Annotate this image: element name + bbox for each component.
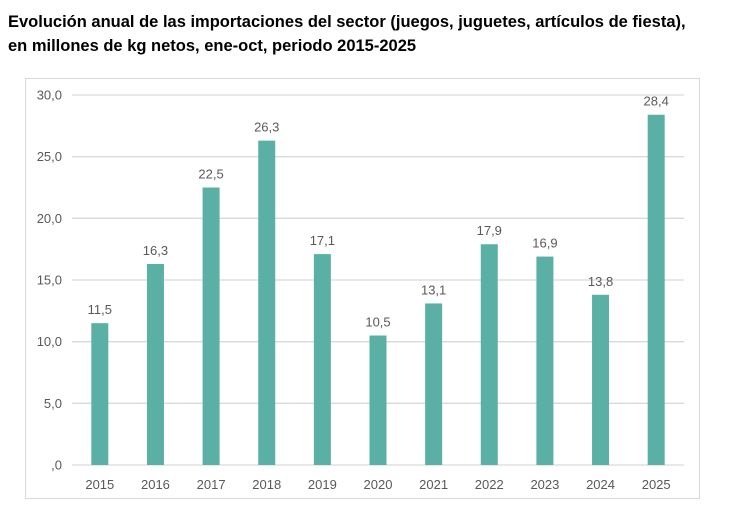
data-label: 26,3 (254, 120, 279, 135)
x-tick-label: 2017 (197, 477, 226, 492)
y-tick-label: 15,0 (37, 273, 62, 288)
chart-title-line-2: en millones de kg netos, ene-oct, period… (8, 37, 417, 55)
chart-frame (25, 78, 700, 499)
x-tick-label: 2015 (85, 477, 114, 492)
bar-2015 (91, 323, 109, 465)
chart-title: Evolución anual de las importaciones del… (8, 10, 686, 58)
y-tick-label: 20,0 (37, 211, 62, 226)
data-label: 28,4 (644, 94, 669, 109)
data-label: 16,9 (532, 236, 557, 251)
bar-2025 (647, 114, 665, 465)
bar-2016 (146, 263, 164, 465)
data-label: 17,9 (477, 223, 502, 238)
x-tick-label: 2019 (308, 477, 337, 492)
y-tick-label: 30,0 (37, 88, 62, 103)
bar-2018 (258, 140, 276, 465)
data-label: 16,3 (143, 243, 168, 258)
x-tick-label: 2022 (475, 477, 504, 492)
y-tick-label: 10,0 (37, 334, 62, 349)
y-tick-label: 5,0 (44, 396, 62, 411)
x-tick-label: 2018 (252, 477, 281, 492)
x-tick-label: 2025 (642, 477, 671, 492)
data-label: 10,5 (365, 315, 390, 330)
bar-2023 (536, 256, 554, 465)
bar-2019 (313, 254, 331, 465)
data-label: 13,1 (421, 282, 446, 297)
x-tick-label: 2020 (364, 477, 393, 492)
data-label: 17,1 (310, 233, 335, 248)
bar-2022 (480, 244, 498, 465)
bar-2017 (202, 187, 220, 465)
y-tick-label: ,0 (51, 458, 62, 473)
x-tick-label: 2016 (141, 477, 170, 492)
data-label: 22,5 (198, 167, 223, 182)
x-tick-label: 2023 (530, 477, 559, 492)
x-tick-label: 2021 (419, 477, 448, 492)
bar-2024 (592, 294, 610, 465)
bar-2021 (425, 303, 443, 465)
x-tick-label: 2024 (586, 477, 615, 492)
data-label: 13,8 (588, 274, 613, 289)
bar-2020 (369, 335, 387, 465)
chart-title-line-1: Evolución anual de las importaciones del… (8, 13, 686, 31)
y-tick-label: 25,0 (37, 149, 62, 164)
data-label: 11,5 (88, 302, 112, 317)
